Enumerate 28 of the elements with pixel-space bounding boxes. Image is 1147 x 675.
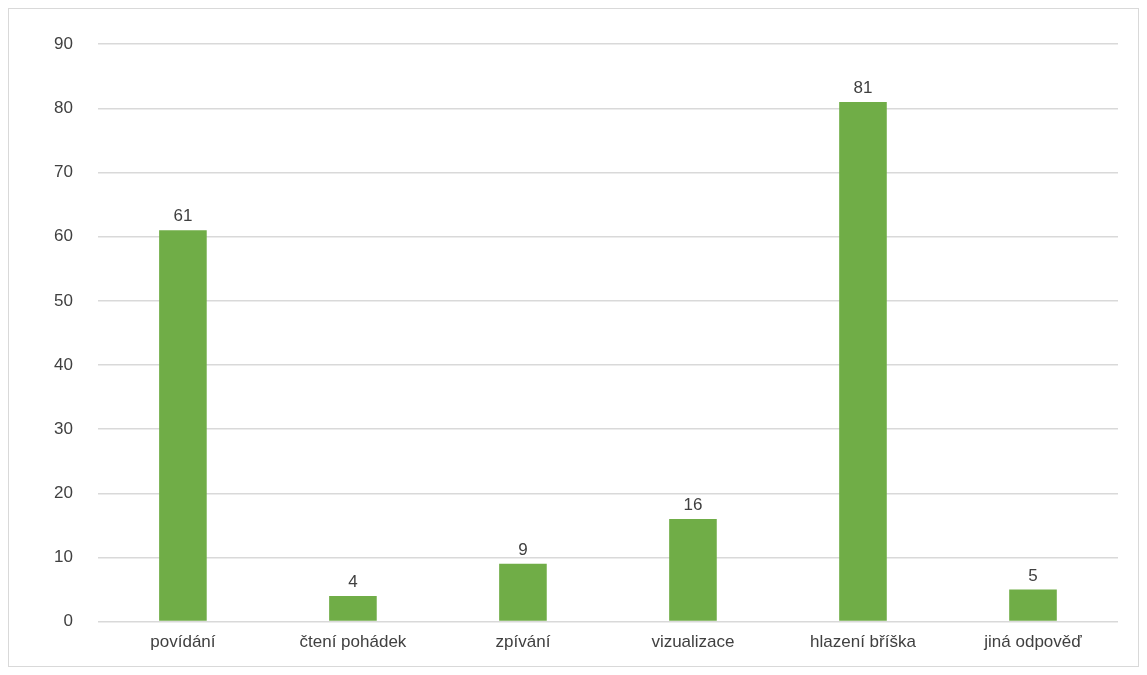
x-tick-label: hlazení bříška: [810, 632, 917, 652]
x-tick-label: povídání: [150, 632, 216, 652]
y-tick-label: 0: [63, 611, 73, 631]
data-label: 16: [683, 495, 703, 515]
bar: [1009, 589, 1057, 621]
bar: [159, 230, 207, 621]
data-label: 61: [173, 206, 193, 226]
data-label: 9: [518, 540, 528, 560]
y-tick-label: 70: [53, 162, 73, 182]
y-tick-label: 80: [53, 98, 73, 118]
data-label: 5: [1028, 565, 1038, 585]
x-tick-label: zpívání: [495, 632, 551, 652]
y-tick-label: 10: [53, 547, 73, 567]
bar: [669, 518, 717, 621]
data-label: 81: [853, 78, 873, 98]
bar: [839, 101, 887, 621]
x-tick-label: vizualizace: [651, 632, 735, 652]
y-tick-label: 50: [53, 290, 73, 310]
y-tick-label: 60: [53, 226, 73, 246]
bar: [329, 595, 377, 621]
y-tick-label: 90: [53, 33, 73, 53]
x-tick-label: čtení pohádek: [299, 632, 407, 652]
data-label: 4: [348, 572, 358, 592]
x-tick-label: jiná odpověď: [983, 632, 1083, 652]
bar: [499, 563, 547, 621]
y-tick-label: 30: [53, 418, 73, 438]
y-tick-label: 20: [53, 482, 73, 502]
y-tick-label: 40: [53, 354, 73, 374]
